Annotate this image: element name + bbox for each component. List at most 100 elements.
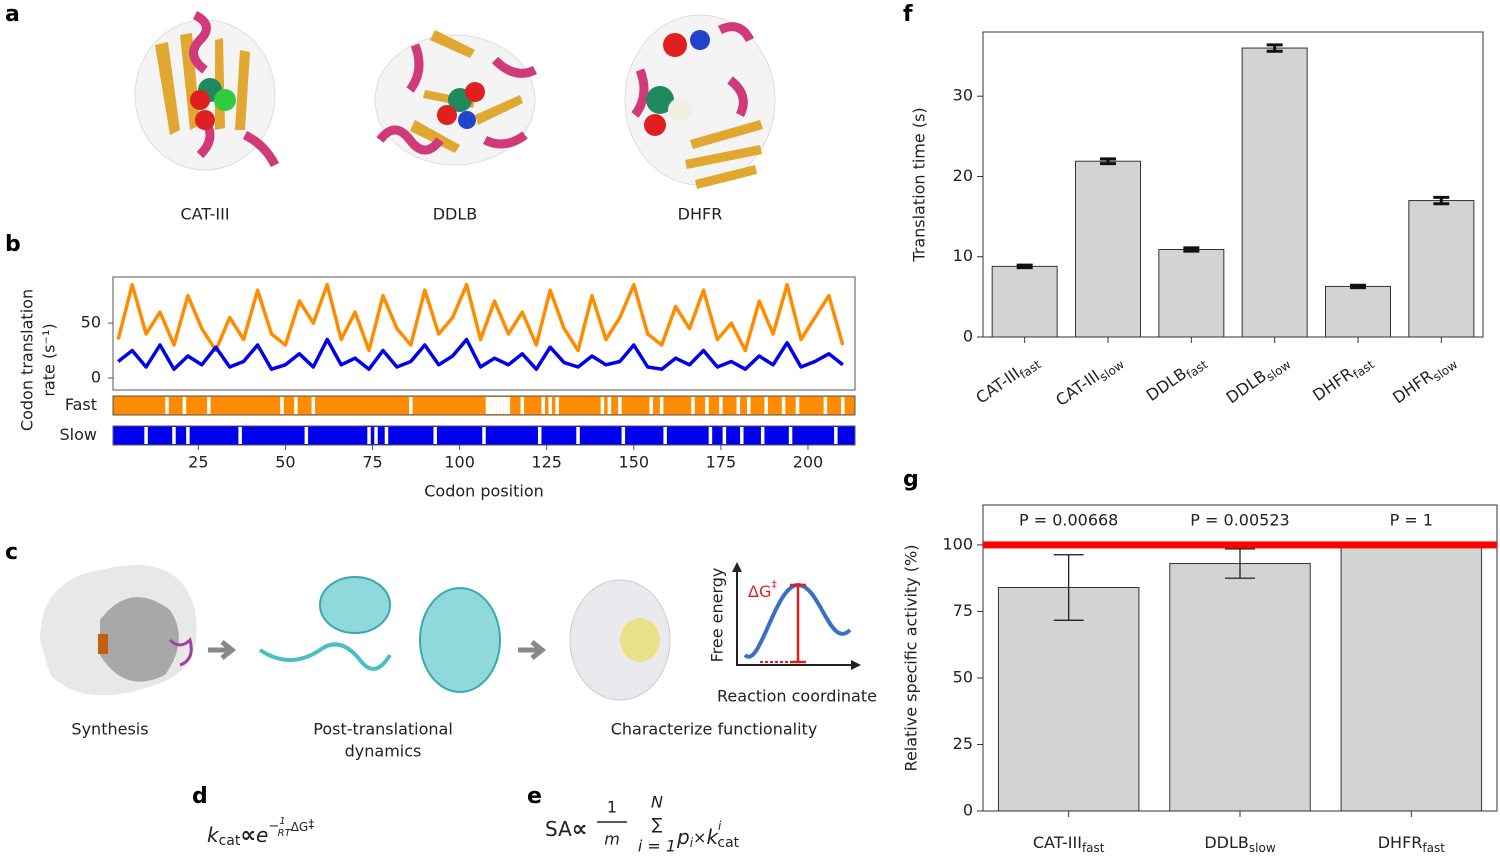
error-bar	[1350, 283, 1366, 290]
y-axis-label: rate (s⁻¹)	[40, 323, 59, 396]
strip-gap	[705, 397, 709, 414]
x-tick-label: CAT-IIIslow	[1052, 350, 1127, 412]
bar	[1325, 285, 1391, 338]
formula-d: kcat∝e−1 RTΔG‡	[207, 816, 314, 849]
y-axis-label: Codon translation	[18, 289, 37, 431]
x-tick-label: 50	[275, 453, 295, 472]
strip-gap	[659, 397, 664, 414]
strip-gap	[600, 397, 605, 414]
formula-e-sum: ∑	[652, 815, 663, 834]
x-tick-label-part: CAT-III	[1033, 833, 1082, 852]
strip-gap	[482, 427, 486, 444]
strip-gap	[722, 427, 727, 444]
x-tick-label: DHFRfast	[1378, 833, 1446, 855]
y-axis-label: Relative specific activity (%)	[902, 545, 921, 772]
formula-e-rhs: pi×ki cat	[676, 819, 740, 852]
codon-strip	[112, 395, 856, 416]
strip-gap	[719, 397, 723, 414]
strip-gap	[433, 427, 437, 444]
x-tick-label-part: CAT-III	[1052, 366, 1103, 410]
strip-gap	[485, 397, 490, 414]
strip-gap	[788, 427, 793, 444]
protein-illustrations	[134, 10, 776, 189]
panel-label: c	[5, 540, 18, 565]
formula-d-part: ‡	[308, 817, 314, 831]
bar	[1075, 160, 1141, 338]
formula-d-part: k	[207, 823, 220, 847]
x-tick-label: 150	[619, 453, 650, 472]
step-label: Characterize functionality	[611, 720, 818, 739]
x-tick-label: 200	[793, 453, 824, 472]
bar	[1169, 563, 1311, 812]
error-bar	[1183, 246, 1200, 253]
strip-gap	[165, 397, 169, 414]
x-tick-label: DDLBslow	[1204, 833, 1275, 855]
strip-gap	[186, 427, 190, 444]
x-tick-label-part: fast	[1082, 841, 1105, 855]
strip-gap	[207, 397, 211, 414]
bar	[997, 586, 1140, 812]
formula-e: SA∝	[545, 817, 587, 843]
formula-d-part: cat	[219, 833, 241, 849]
p-value: P = 0.00523	[1190, 511, 1289, 530]
x-tick-label-part: slow	[1430, 357, 1460, 384]
strip-gap	[740, 427, 744, 444]
formula-d-part: RT	[278, 828, 292, 839]
x-tick-label: 75	[362, 453, 382, 472]
strip-gap	[409, 397, 413, 414]
inset-barrier-part: ΔG	[748, 582, 771, 601]
strip-gap	[548, 397, 552, 414]
strip-gap	[663, 427, 667, 444]
strip-gap	[384, 427, 389, 444]
inset-barrier: ΔG‡	[748, 578, 777, 601]
error-bar	[1100, 157, 1116, 166]
strip-gap	[649, 397, 653, 414]
inset-barrier-part: ‡	[771, 578, 777, 591]
bar	[991, 265, 1058, 338]
strip-gap	[182, 397, 187, 414]
error-bar	[1225, 548, 1255, 579]
error-bar	[1266, 43, 1283, 53]
formula-e-rhs-part: i	[718, 819, 722, 833]
x-tick-label: 125	[531, 453, 562, 472]
strip-gap	[576, 427, 580, 444]
strip-gap	[760, 427, 765, 444]
y-tick-label: 0	[963, 327, 973, 346]
strip-gap	[781, 397, 786, 414]
bar	[1158, 249, 1225, 338]
formula-e-lower: i = 1	[638, 837, 676, 856]
y-tick-label: 0	[963, 801, 973, 820]
formula-e-rhs-part: k	[706, 825, 719, 849]
plot-frame	[982, 31, 1484, 338]
formula-e-upper: N	[651, 793, 663, 812]
strip-label: Slow	[60, 425, 97, 444]
x-tick-label: 25	[188, 453, 208, 472]
strip-gap	[764, 397, 768, 414]
strip-gap	[795, 397, 800, 414]
formula-e-rhs-part: i	[690, 836, 694, 850]
strip-gap	[537, 427, 542, 444]
step-label: dynamics	[345, 742, 422, 761]
strip-gap	[503, 397, 507, 414]
y-tick-label: 30	[953, 86, 973, 105]
strip-gap	[736, 397, 741, 414]
error-bar	[1053, 554, 1084, 621]
strip-gap	[294, 397, 298, 414]
error-bar	[1016, 263, 1033, 270]
strip-gap	[691, 397, 695, 414]
strip-gap	[144, 427, 148, 444]
inset-xlabel: Reaction coordinate	[717, 687, 877, 706]
bar	[1340, 544, 1483, 812]
strip-gap	[834, 427, 838, 444]
panel-label: f	[903, 2, 913, 27]
formula-d-part: e	[256, 823, 268, 847]
plot-frame	[112, 276, 856, 391]
p-value: P = 0.00668	[1019, 511, 1118, 530]
formula-d-part: −	[268, 819, 279, 834]
y-tick-label: 50	[953, 667, 973, 686]
y-tick-label: 100	[942, 534, 973, 553]
x-tick-label: DDLBslow	[1222, 350, 1293, 409]
strip-gap	[506, 397, 511, 414]
strip-gap	[304, 427, 309, 444]
panel-label: d	[192, 784, 208, 809]
